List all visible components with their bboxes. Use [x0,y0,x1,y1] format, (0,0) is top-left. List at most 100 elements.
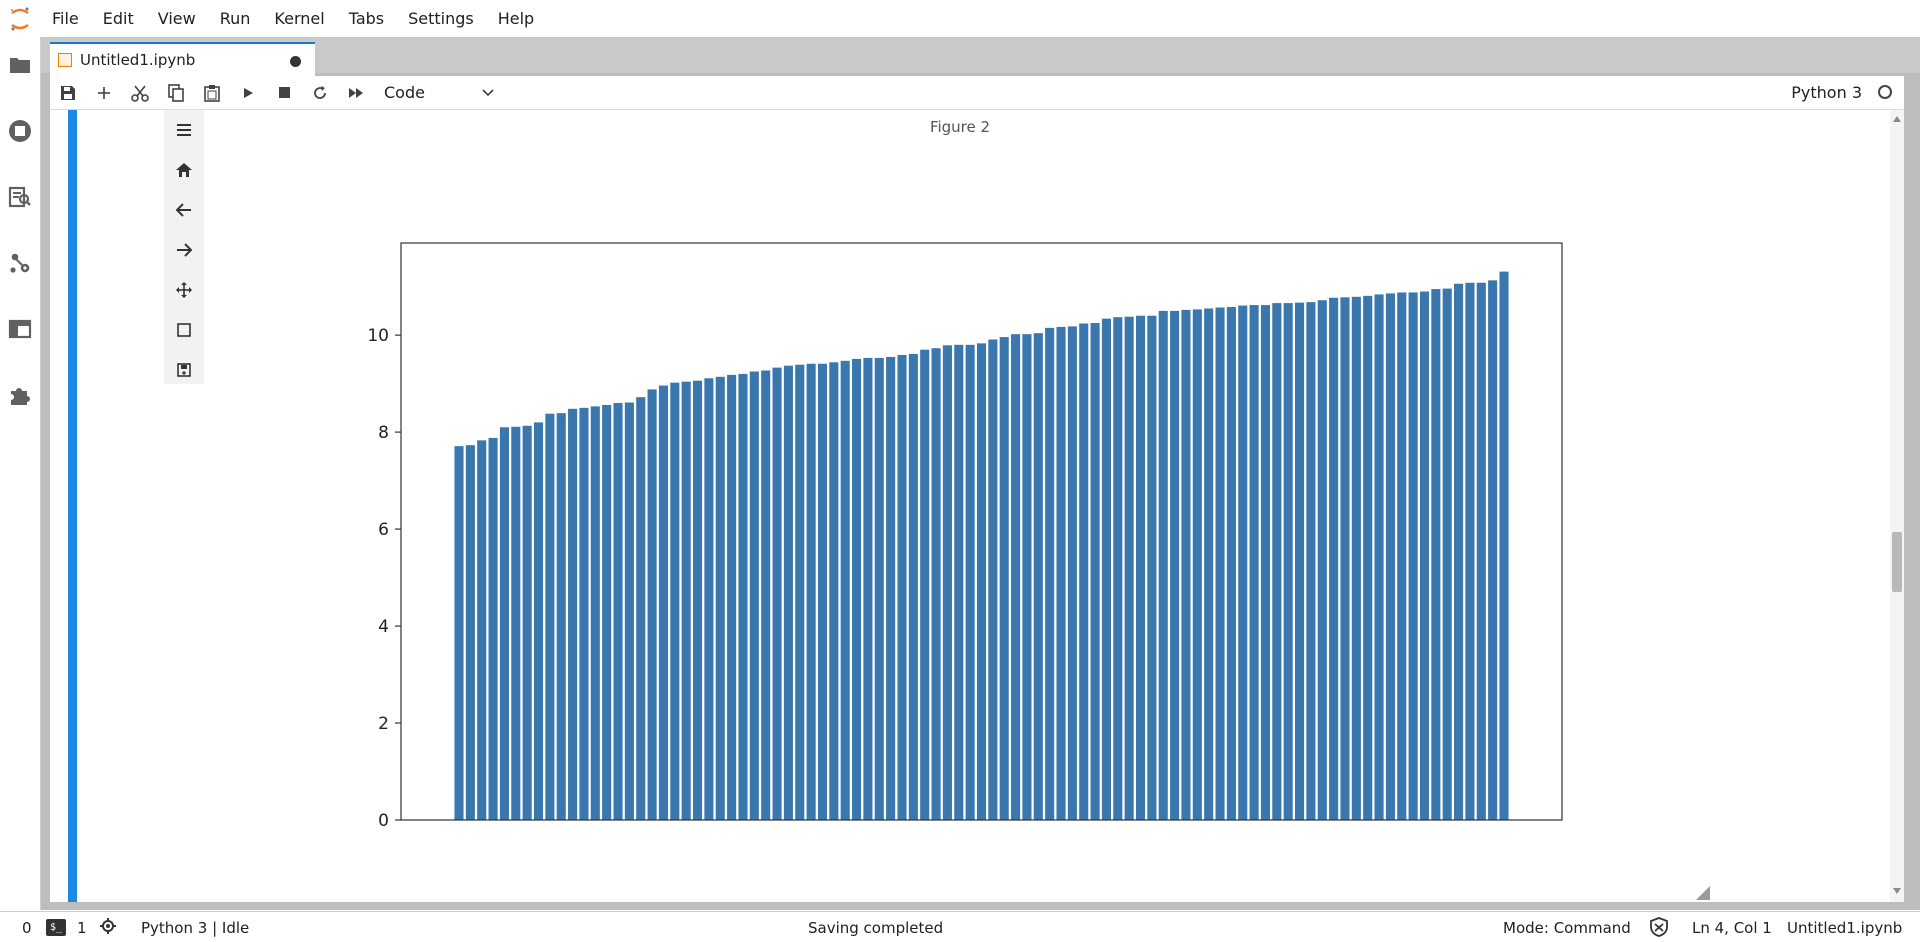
trusted-shield-icon[interactable] [1650,917,1668,941]
bar [772,367,782,820]
restart-icon[interactable] [302,76,338,109]
bar [1079,323,1089,820]
bar [488,437,498,820]
cut-icon[interactable] [122,76,158,109]
menu-tabs[interactable]: Tabs [348,9,385,28]
bar [795,364,805,820]
bar [454,446,464,820]
save-icon[interactable] [50,76,86,109]
menu-view[interactable]: View [157,9,196,28]
menu-file[interactable]: File [52,9,79,28]
scroll-down-icon[interactable] [1893,888,1901,894]
kernel-idle-icon [1878,85,1892,99]
bar [613,403,623,820]
cell-type-select[interactable]: Code [384,83,494,102]
property-inspector-icon[interactable] [8,185,32,209]
bar [1374,294,1384,820]
bar [1272,303,1282,820]
active-cell-indicator[interactable] [68,110,77,902]
menu-settings[interactable]: Settings [408,9,474,28]
bar [1192,309,1202,820]
menu-kernel[interactable]: Kernel [274,9,325,28]
paste-icon[interactable] [194,76,230,109]
fast-forward-icon[interactable] [338,76,374,109]
tab-title: Untitled1.ipynb [80,51,196,69]
menu-run[interactable]: Run [219,9,251,28]
bar [999,337,1009,820]
bar [1090,323,1100,820]
bar [681,381,691,820]
bar [658,385,668,820]
stop-icon[interactable] [266,76,302,109]
figure-title: Figure 2 [929,118,991,136]
pan-icon[interactable] [164,270,204,310]
bar [1397,292,1407,821]
bar [1238,305,1248,820]
bar [976,343,987,820]
notebook-mode[interactable]: Mode: Command [1503,919,1631,937]
bar [749,371,759,820]
y-tick-label: 0 [378,811,389,831]
tabs-icon[interactable] [8,317,32,341]
save-figure-icon[interactable] [164,350,204,390]
bar [590,406,600,820]
kernel-gear-icon[interactable] [99,917,117,939]
bar [499,427,509,820]
bar [965,344,975,820]
bar [1465,282,1475,820]
git-icon[interactable] [8,251,32,275]
bar [692,380,703,820]
bar [477,440,487,820]
y-tick-label: 8 [378,423,389,443]
bar [806,363,816,820]
bar [1067,326,1077,820]
bar [1260,305,1271,820]
bar [1317,300,1327,821]
bar [670,382,680,820]
extensions-icon[interactable] [8,383,32,407]
bar [1476,282,1486,820]
bar [1431,289,1441,820]
bar [863,357,873,820]
bar [533,422,544,820]
bar [1249,305,1259,820]
menu-edit[interactable]: Edit [102,9,134,28]
kernel-name[interactable]: Python 3 [1791,83,1862,102]
cell-type-value: Code [384,83,425,102]
run-icon[interactable] [230,76,266,109]
axes-frame [400,242,1563,821]
scrollbar-thumb[interactable] [1892,532,1902,592]
scrollbar[interactable] [1890,110,1904,902]
bar [897,355,907,820]
menu-help[interactable]: Help [497,9,535,28]
forward-icon[interactable] [164,230,204,270]
menu-icon[interactable] [164,110,204,150]
copy-icon[interactable] [158,76,194,109]
bar [1442,288,1452,821]
home-icon[interactable] [164,150,204,190]
bar [1147,315,1157,820]
bar [1295,302,1305,820]
bar [761,370,771,820]
back-icon[interactable] [164,190,204,230]
add-cell-icon[interactable] [86,76,122,109]
notebook-tab[interactable]: Untitled1.ipynb [50,42,315,76]
bar [1408,292,1418,821]
chevron-down-icon [482,88,494,96]
bar [1329,297,1339,820]
bar [556,413,566,820]
zoom-rect-icon[interactable] [164,310,204,350]
terminal-icon[interactable]: $_ [46,919,66,936]
unsaved-indicator-icon[interactable] [290,56,301,67]
folder-icon[interactable] [8,53,32,77]
figure-resize-handle[interactable] [1696,886,1710,900]
bar [817,363,828,820]
cursor-position[interactable]: Ln 4, Col 1 [1692,919,1772,937]
scroll-up-icon[interactable] [1893,116,1901,122]
notebook-toolbar: Code Python 3 [50,76,1904,110]
kernel-status[interactable]: Python 3 | Idle [141,919,250,937]
bar [942,345,952,820]
bar [840,360,850,820]
running-kernels-icon[interactable] [8,119,32,143]
